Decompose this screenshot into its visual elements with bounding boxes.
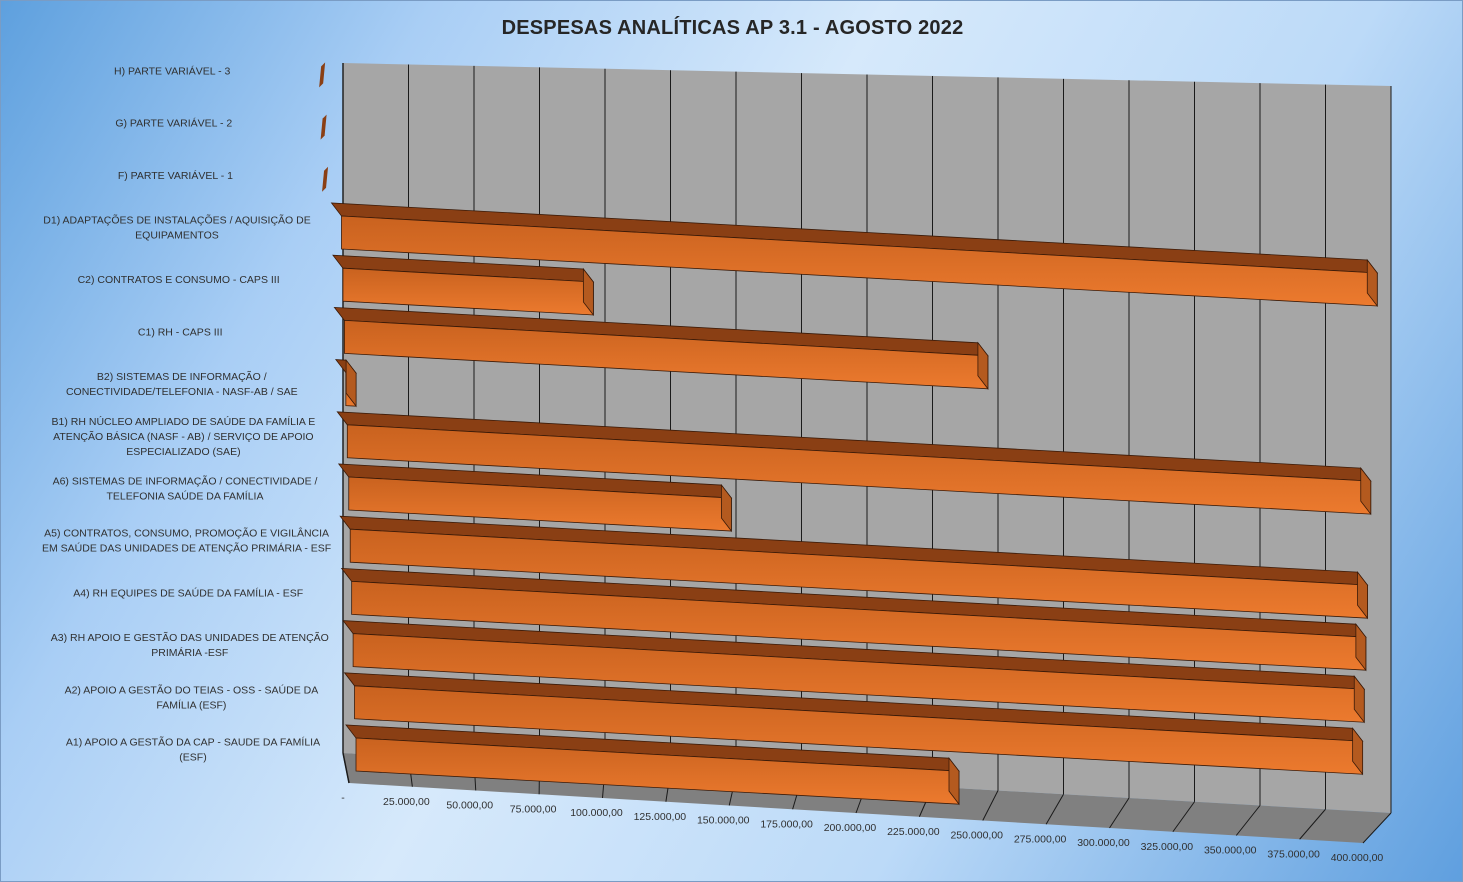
bar [322, 166, 329, 192]
bar [342, 620, 1366, 724]
category-label: A2) APOIO A GESTÃO DO TEIAS - OSS - SAÚD… [65, 683, 319, 711]
floor-gridline [1109, 797, 1130, 829]
category-label: A6) SISTEMAS DE INFORMAÇÃO / CONECTIVIDA… [53, 475, 318, 503]
bar [333, 306, 989, 390]
x-tick-label: 200.000,00 [824, 822, 877, 834]
x-tick-label: 275.000,00 [1014, 833, 1067, 845]
x-tick-label: - [341, 792, 345, 804]
bar-face [322, 166, 329, 192]
x-tick-label: 125.000,00 [634, 811, 687, 823]
floor-gridline [1299, 808, 1326, 840]
bar-side [720, 483, 732, 533]
x-tick-label: 300.000,00 [1077, 837, 1130, 849]
bar-side [345, 358, 357, 408]
category-label: B1) RH NÚCLEO AMPLIADO DE SAÚDE DA FAMÍL… [52, 415, 316, 458]
floor-gridline [1045, 793, 1064, 825]
bar-side [582, 267, 594, 317]
bar [339, 515, 1369, 620]
chart-title: DESPESAS ANALÍTICAS AP 3.1 - AGOSTO 2022 [501, 17, 964, 39]
x-tick-label: 150.000,00 [697, 815, 750, 827]
category-label: A4) RH EQUIPES DE SAÚDE DA FAMÍLIA - ESF [73, 586, 303, 599]
category-label: G) PARTE VARIÁVEL - 2 [115, 117, 232, 130]
bar [335, 358, 357, 408]
floor-gridline [1362, 812, 1392, 844]
bar-side [1353, 675, 1365, 724]
x-tick-label: 375.000,00 [1267, 848, 1320, 860]
bar [332, 254, 595, 317]
category-labels: A1) APOIO A GESTÃO DA CAP - SAUDE DA FAM… [42, 64, 331, 763]
bar-side [948, 756, 960, 806]
category-label: H) PARTE VARIÁVEL - 3 [114, 64, 230, 77]
category-label: C1) RH - CAPS III [138, 326, 223, 338]
floor-gridline [1235, 805, 1261, 836]
bar [330, 202, 1379, 308]
x-tick-label: 50.000,00 [446, 800, 493, 812]
x-tick-label: 25.000,00 [383, 796, 430, 808]
bars [319, 62, 1379, 806]
floor-gridline [342, 752, 350, 784]
bar-face [319, 62, 326, 88]
floor-gridline [982, 790, 999, 821]
bar [336, 411, 1372, 516]
category-label: A5) CONTRATOS, CONSUMO, PROMOÇÃO E VIGIL… [42, 527, 331, 555]
x-tick-label: 175.000,00 [760, 818, 813, 830]
category-label: A1) APOIO A GESTÃO DA CAP - SAUDE DA FAM… [66, 736, 320, 764]
bar-side [1352, 727, 1364, 776]
x-axis-ticks: - 25.000,00 50.000,00 75.000,00 100.000,00 12… [341, 792, 1383, 864]
category-label: D1) ADAPTAÇÕES DE INSTALAÇÕES / AQUISIÇÃ… [43, 214, 310, 242]
x-tick-label: 400.000,00 [1331, 852, 1384, 864]
x-tick-label: 250.000,00 [950, 830, 1003, 842]
bar-face [320, 114, 327, 140]
x-tick-label: 350.000,00 [1204, 845, 1257, 857]
bar [320, 114, 327, 140]
category-label: F) PARTE VARIÁVEL - 1 [118, 169, 233, 182]
category-label: A3) RH APOIO E GESTÃO DAS UNIDADES DE AT… [51, 631, 329, 659]
floor-gridline [1172, 801, 1195, 833]
category-label: B2) SISTEMAS DE INFORMAÇÃO / CONECTIVIDAD… [66, 370, 298, 398]
x-tick-label: 225.000,00 [887, 826, 940, 838]
x-tick-label: 75.000,00 [510, 803, 557, 815]
bar-side [1355, 623, 1367, 672]
bar-side [1357, 570, 1368, 620]
bar [340, 567, 1367, 672]
x-tick-label: 325.000,00 [1141, 841, 1194, 853]
bar [343, 672, 1364, 776]
bar [345, 724, 960, 806]
x-tick-label: 100.000,00 [570, 807, 623, 819]
category-label: C2) CONTRATOS E CONSUMO - CAPS III [78, 274, 280, 286]
bar-side [1360, 466, 1372, 516]
bar-side [977, 341, 989, 390]
bar [337, 463, 733, 533]
bar-side [1366, 258, 1378, 308]
bar [319, 62, 326, 88]
